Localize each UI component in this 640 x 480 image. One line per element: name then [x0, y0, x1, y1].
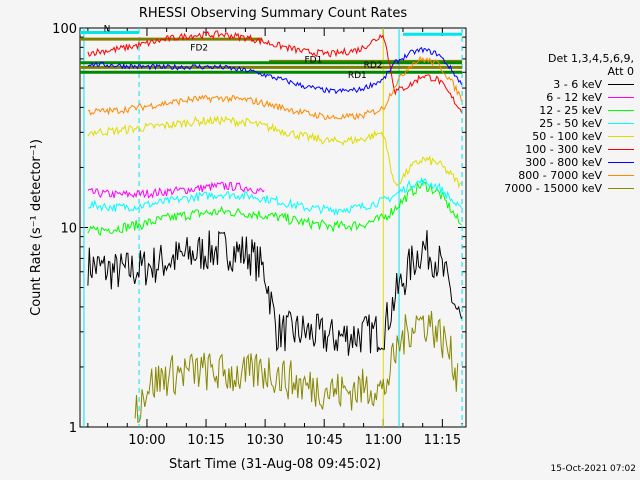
series-line-7 [87, 55, 462, 121]
series-line-0 [87, 230, 462, 356]
legend-entry: 300 - 800 keV [476, 156, 636, 169]
series-line-1 [87, 181, 265, 199]
y-tick-label: 10 [60, 222, 77, 237]
y-axis-label: Count Rate (s⁻¹ detector⁻¹) [29, 139, 44, 316]
legend-entry: 100 - 300 keV [476, 143, 636, 156]
legend-swatch [608, 84, 634, 85]
timestamp: 15-Oct-2021 07:02 [550, 464, 636, 474]
series-line-8 [134, 310, 459, 423]
legend-entry: 6 - 12 keV [476, 91, 636, 104]
legend-entry: 12 - 25 keV [476, 104, 636, 117]
legend-swatch [608, 175, 634, 176]
y-tick-label: 1 [69, 421, 77, 436]
legend-entry: 3 - 6 keV [476, 78, 636, 91]
x-ticks [87, 28, 463, 427]
legend-swatch [608, 97, 634, 98]
legend-swatch [608, 149, 634, 150]
annotation-rd1: RD1 [348, 71, 367, 81]
legend-label: 3 - 6 keV [553, 78, 602, 91]
legend-entry: 800 - 7000 keV [476, 169, 636, 182]
y-tick-label: 100 [52, 22, 77, 37]
legend-entry: 7000 - 15000 keV [476, 182, 636, 195]
series-line-6 [87, 46, 462, 95]
legend-swatch [608, 162, 634, 163]
legend-swatch [608, 188, 634, 189]
legend-rows: 3 - 6 keV 6 - 12 keV 12 - 25 keV 25 - 50 ke… [476, 78, 636, 195]
legend: Det 1,3,4,5,6,9, Att 0 3 - 6 keV 6 - 12 k… [476, 52, 636, 195]
x-tick-label: 11:15 [424, 433, 461, 448]
x-tick-label: 10:15 [187, 433, 224, 448]
legend-header-line1: Det 1,3,4,5,6,9, [547, 52, 634, 65]
legend-entry: 50 - 100 keV [476, 130, 636, 143]
x-axis-label: Start Time (31-Aug-08 09:45:02) [169, 457, 381, 472]
legend-swatch [608, 110, 634, 111]
legend-label: 100 - 300 keV [525, 143, 602, 156]
x-tick-label: 10:45 [305, 433, 342, 448]
chart-title: RHESSI Observing Summary Count Rates [139, 6, 408, 21]
series-line-5 [87, 30, 462, 113]
annotation-rd2: RD2 [364, 61, 383, 71]
legend-label: 800 - 7000 keV [518, 169, 602, 182]
series-line-2 [87, 179, 462, 236]
annotation-fd2: FD2 [190, 44, 208, 54]
x-tick-label: 10:30 [246, 433, 283, 448]
legend-entry: 25 - 50 keV [476, 117, 636, 130]
x-tick-label: 11:00 [365, 433, 402, 448]
plot-area [80, 28, 463, 427]
legend-header-line2: Att 0 [607, 65, 634, 78]
legend-label: 300 - 800 keV [525, 156, 602, 169]
annotation-n: N [104, 25, 111, 35]
legend-label: 6 - 12 keV [546, 91, 602, 104]
legend-swatch [608, 123, 634, 124]
legend-label: 50 - 100 keV [532, 130, 602, 143]
series-line-4 [87, 115, 462, 189]
legend-label: 25 - 50 keV [539, 117, 602, 130]
series-line-3 [87, 176, 462, 216]
legend-swatch [608, 136, 634, 137]
legend-label: 7000 - 15000 keV [504, 182, 602, 195]
legend-label: 12 - 25 keV [539, 104, 602, 117]
x-tick-label: 10:00 [128, 433, 165, 448]
annotation-fd1: FD1 [305, 56, 323, 66]
